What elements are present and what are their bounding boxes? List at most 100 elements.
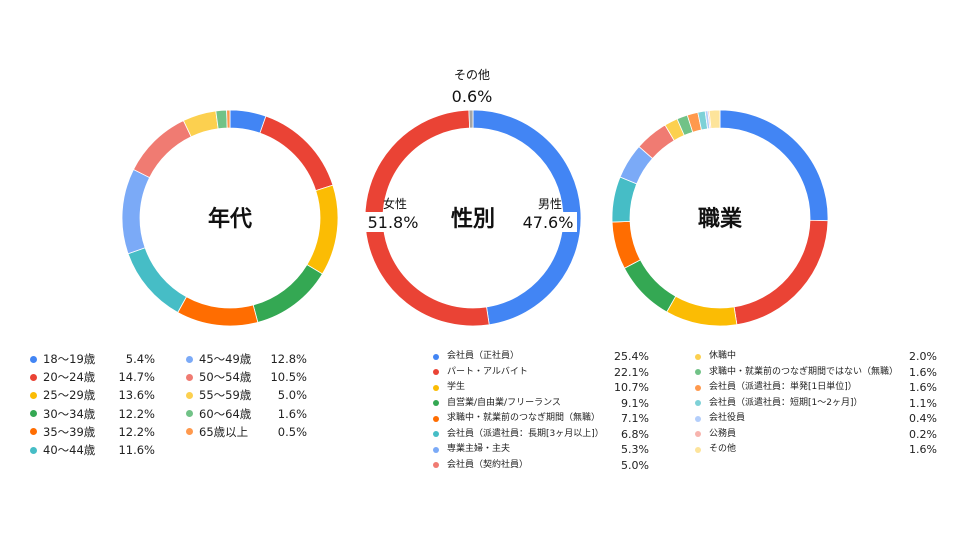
legend-value: 12.2% [109, 405, 155, 423]
legend-item: 会社員（正社員） 25.4% [433, 349, 649, 365]
legend-item: 会社員（契約社員） 5.0% [433, 458, 649, 474]
legend-value: 25.4% [607, 349, 649, 365]
legend-label: 30〜34歳 [43, 405, 109, 423]
legend-label: 60〜64歳 [199, 405, 261, 423]
donut-slice-0-3 [253, 265, 322, 323]
legend-item: 55〜59歳 5.0% [186, 386, 307, 404]
chart-title-job: 職業 [698, 206, 743, 232]
legend-item: 休職中 2.0% [695, 349, 937, 365]
legend-item: 18〜19歳 5.4% [30, 350, 155, 368]
legend-job-col2: 休職中 2.0% 求職中・就業前のつなぎ期間ではない（無職） 1.6% 会社員（派遣… [695, 349, 937, 458]
legend-value: 1.6% [261, 405, 307, 423]
legend-item: 50〜54歳 10.5% [186, 368, 307, 386]
legend-swatch [433, 400, 439, 406]
legend-label: 会社員（派遣社員：単発[1日単位]） [709, 380, 899, 396]
legend-item: その他 1.6% [695, 442, 937, 458]
legend-label: 18〜19歳 [43, 350, 109, 368]
legend-label: 40〜44歳 [43, 441, 109, 459]
legend-swatch [695, 354, 701, 360]
legend-swatch [433, 431, 439, 437]
legend-item: 求職中・就業前のつなぎ期間ではない（無職） 1.6% [695, 365, 937, 381]
legend-item: 35〜39歳 12.2% [30, 423, 155, 441]
legend-value: 5.0% [261, 386, 307, 404]
donut-slice-2-0 [720, 110, 828, 221]
legend-value: 11.6% [109, 441, 155, 459]
legend-label: 自営業/自由業/フリーランス [447, 396, 607, 412]
legend-swatch [186, 392, 193, 399]
legend-value: 13.6% [109, 386, 155, 404]
legend-age-col2: 45〜49歳 12.8% 50〜54歳 10.5% 55〜59歳 5.0% 60〜64… [186, 350, 307, 441]
donut-slice-2-3 [624, 260, 675, 312]
legend-label: 会社員（派遣社員：短期[1〜2ヶ月]） [709, 396, 899, 412]
legend-label: 55〜59歳 [199, 386, 261, 404]
legend-swatch [433, 385, 439, 391]
slice-label-female-name: 女性 [383, 196, 407, 211]
legend-swatch [695, 447, 701, 453]
legend-item: 65歳以上 0.5% [186, 423, 307, 441]
legend-value: 12.8% [261, 350, 307, 368]
legend-swatch [695, 400, 701, 406]
legend-value: 1.1% [899, 396, 937, 412]
legend-item: パート・アルバイト 22.1% [433, 365, 649, 381]
legend-label: 会社役員 [709, 411, 899, 427]
legend-label: 学生 [447, 380, 607, 396]
legend-label: 休職中 [709, 349, 899, 365]
legend-swatch [30, 374, 37, 381]
legend-value: 1.6% [899, 380, 937, 396]
legend-swatch [695, 385, 701, 391]
legend-swatch [186, 356, 193, 363]
legend-label: 65歳以上 [199, 423, 261, 441]
legend-value: 7.1% [607, 411, 649, 427]
legend-swatch [695, 431, 701, 437]
legend-value: 5.3% [607, 442, 649, 458]
donut-slice-0-5 [128, 248, 186, 313]
legend-item: 公務員 0.2% [695, 427, 937, 443]
legend-label: 会社員（派遣社員：長期[3ヶ月以上]） [447, 427, 607, 443]
legend-label: 45〜49歳 [199, 350, 261, 368]
legend-value: 0.5% [261, 423, 307, 441]
legend-swatch [30, 392, 37, 399]
legend-swatch [186, 410, 193, 417]
legend-item: 専業主婦・主夫 5.3% [433, 442, 649, 458]
legend-item: 会社員（派遣社員：単発[1日単位]） 1.6% [695, 380, 937, 396]
legend-item: 60〜64歳 1.6% [186, 405, 307, 423]
legend-job-col1: 会社員（正社員） 25.4% パート・アルバイト 22.1% 学生 10.7% 自営業… [433, 349, 649, 473]
legend-swatch [30, 356, 37, 363]
legend-swatch [433, 462, 439, 468]
slice-label-other-pct: 0.6% [452, 87, 493, 106]
legend-swatch [695, 369, 701, 375]
donut-slice-0-9 [216, 110, 227, 129]
legend-item: 40〜44歳 11.6% [30, 441, 155, 459]
legend-swatch [186, 428, 193, 435]
legend-label: 50〜54歳 [199, 368, 261, 386]
legend-item: 学生 10.7% [433, 380, 649, 396]
legend-value: 10.7% [607, 380, 649, 396]
legend-swatch [30, 447, 37, 454]
donut-slice-2-4 [612, 221, 640, 268]
chart-title-gender: 性別 [451, 207, 495, 232]
donut-chart-gender: 性別 男性 47.6% 女性 51.8% その他 0.6% [353, 98, 593, 338]
legend-value: 14.7% [109, 368, 155, 386]
legend-value: 0.4% [899, 411, 937, 427]
legend-item: 25〜29歳 13.6% [30, 386, 155, 404]
legend-label: 求職中・就業前のつなぎ期間ではない（無職） [709, 365, 899, 381]
donut-slice-0-10 [227, 110, 230, 128]
legend-value: 10.5% [261, 368, 307, 386]
donut-slice-0-0 [230, 110, 266, 133]
chart-title-age: 年代 [208, 206, 252, 232]
slice-label-other-name: その他 [454, 68, 490, 82]
legend-swatch [30, 428, 37, 435]
donut-slice-2-2 [667, 296, 737, 326]
donut-slice-2-5 [612, 177, 637, 222]
legend-item: 会社員（派遣社員：長期[3ヶ月以上]） 6.8% [433, 427, 649, 443]
legend-label: 会社員（正社員） [447, 349, 607, 365]
legend-value: 9.1% [607, 396, 649, 412]
legend-swatch [695, 416, 701, 422]
donut-slice-0-7 [134, 121, 192, 178]
legend-value: 6.8% [607, 427, 649, 443]
legend-swatch [433, 369, 439, 375]
legend-value: 1.6% [899, 365, 937, 381]
donut-slice-0-4 [178, 297, 258, 326]
legend-swatch [186, 374, 193, 381]
legend-item: 会社員（派遣社員：短期[1〜2ヶ月]） 1.1% [695, 396, 937, 412]
